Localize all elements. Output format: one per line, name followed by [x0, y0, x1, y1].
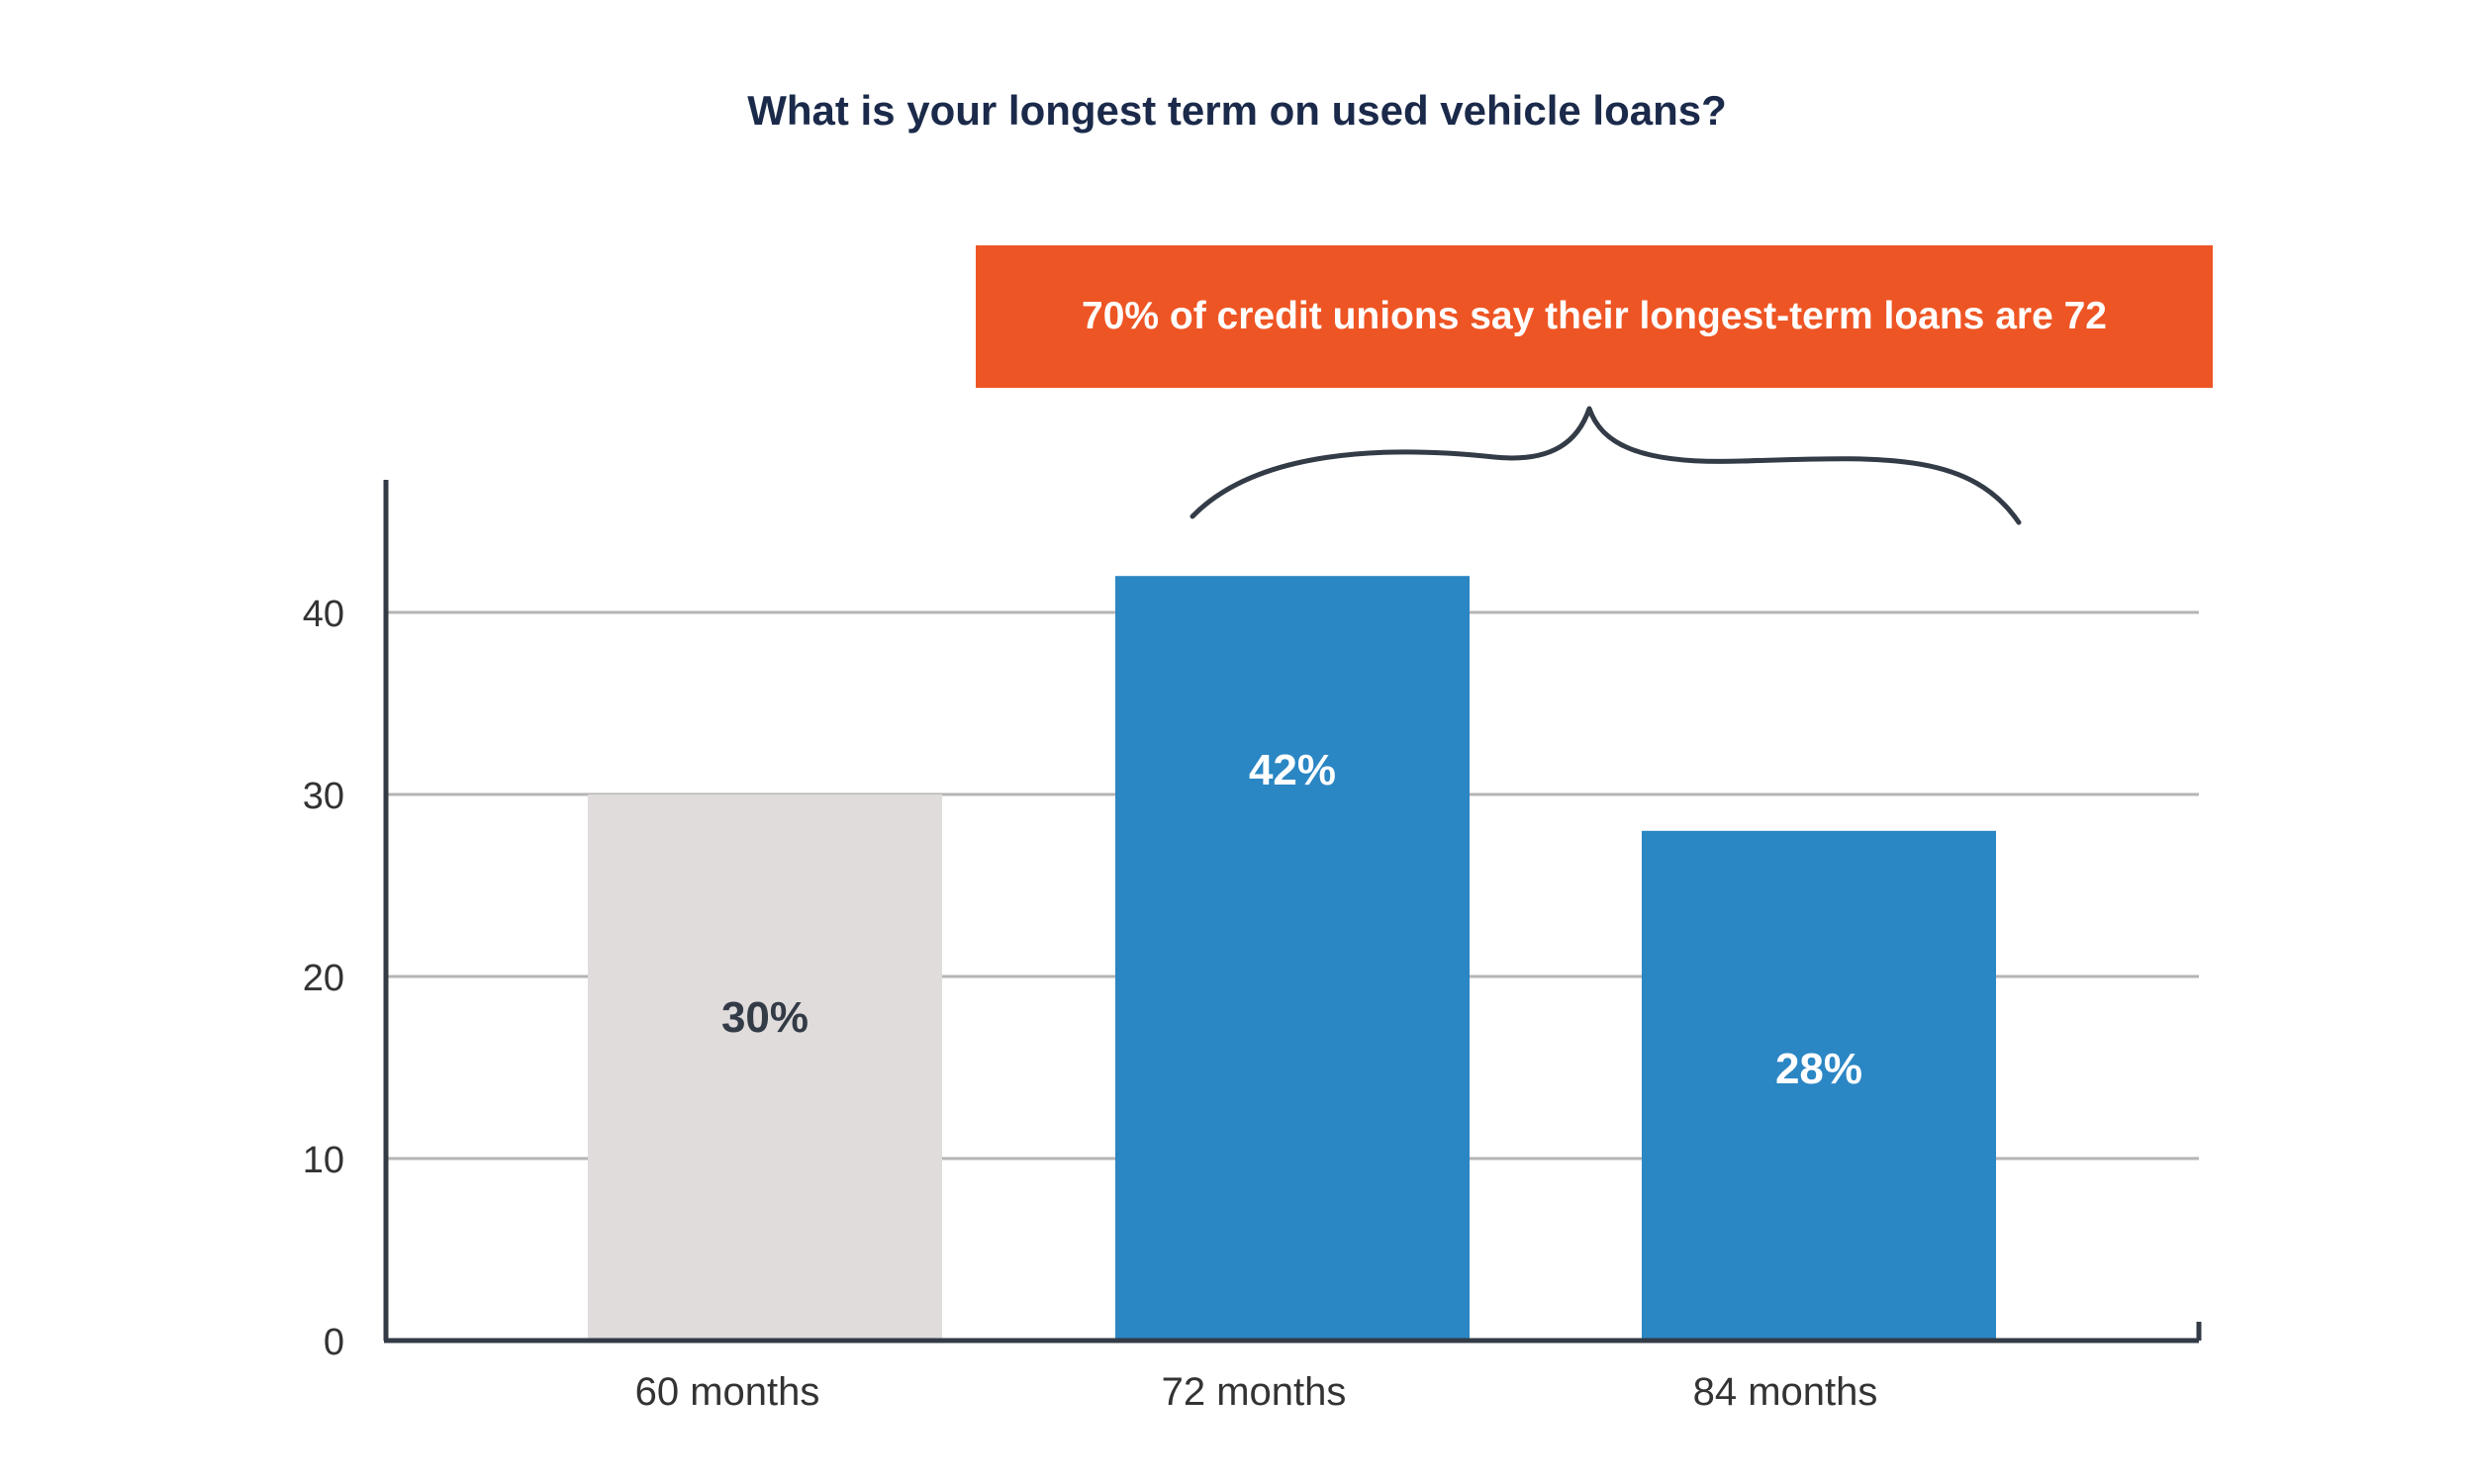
data-label: 30%	[721, 993, 809, 1042]
data-label: 42%	[1249, 746, 1336, 794]
callout-text: 70% of credit unions say their longest-t…	[1082, 295, 2107, 337]
y-tick-label: 0	[324, 1322, 344, 1363]
curly-brace	[1189, 406, 2022, 525]
y-tick-label: 20	[303, 958, 344, 999]
bar-60-months	[588, 794, 942, 1341]
callout-banner: 70% of credit unions say their longest-t…	[976, 245, 2213, 388]
x-tick-label: 60 months	[635, 1370, 820, 1414]
x-tick-label: 84 months	[1693, 1370, 1878, 1414]
bar-84-months	[1642, 830, 1996, 1341]
bar-72-months	[1115, 576, 1470, 1341]
y-tick-label: 30	[303, 776, 344, 817]
x-tick-label: 72 months	[1162, 1370, 1347, 1414]
y-tick-label: 40	[303, 594, 344, 635]
data-label: 28%	[1775, 1045, 1862, 1093]
y-tick-label: 10	[303, 1140, 344, 1181]
chart-title: What is your longest term on used vehicl…	[747, 87, 1727, 134]
